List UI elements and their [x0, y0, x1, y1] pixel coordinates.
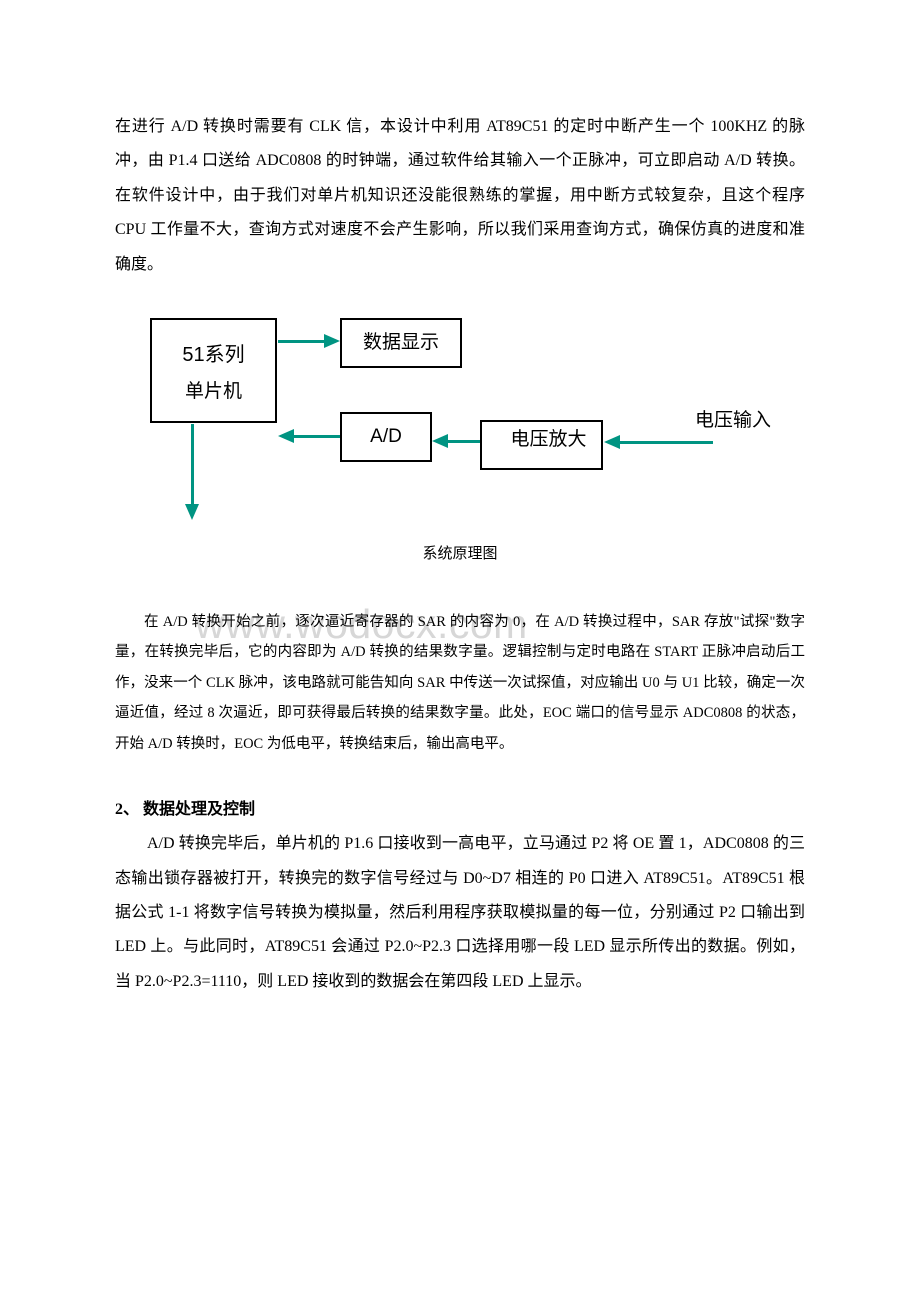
- box-display: 数据显示: [340, 318, 462, 368]
- arrow-head-amp: [604, 435, 620, 449]
- arrow-ad-mcu: [293, 435, 340, 438]
- arrow-mcu-down: [191, 424, 194, 507]
- paragraph-2: 在 A/D 转换开始之前，逐次逼近寄存器的 SAR 的内容为 0，在 A/D 转…: [115, 607, 805, 759]
- voltage-input-label: 电压输入: [695, 405, 771, 432]
- arrow-head-mcu: [278, 429, 294, 443]
- arrow-vin-amp: [619, 441, 713, 444]
- arrow-head-ad: [432, 434, 448, 448]
- section-2-heading: 2、 数据处理及控制: [115, 795, 805, 819]
- mcu-label-2: 单片机: [185, 374, 242, 410]
- arrow-mcu-display: [278, 340, 327, 343]
- arrow-head-display: [324, 334, 340, 348]
- arrow-head-down: [185, 504, 199, 520]
- diagram-caption: 系统原理图: [115, 542, 805, 563]
- system-diagram: 51系列 单片机 数据显示 A/D 电压放大 电压输入: [115, 312, 805, 532]
- paragraph-3: A/D 转换完毕后，单片机的 P1.6 口接收到一高电平，立马通过 P2 将 O…: [115, 827, 805, 999]
- box-amplifier: 电压放大: [480, 420, 603, 470]
- mcu-label-1: 51系列: [182, 336, 244, 374]
- box-mcu: 51系列 单片机: [150, 318, 277, 423]
- arrow-amp-ad: [447, 440, 480, 443]
- paragraph-1: 在进行 A/D 转换时需要有 CLK 信，本设计中利用 AT89C51 的定时中…: [115, 110, 805, 282]
- box-ad: A/D: [340, 412, 432, 462]
